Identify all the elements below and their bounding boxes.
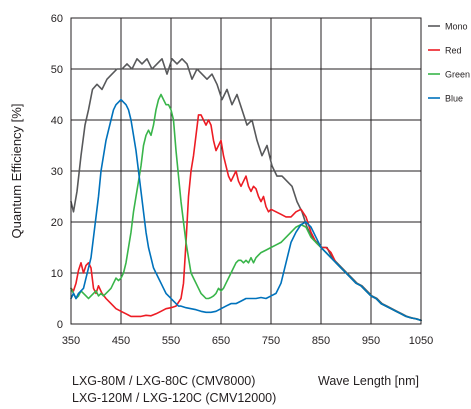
x-tick-label: 350: [62, 335, 80, 347]
caption-line-1: LXG-80M / LXG-80C (CMV8000): [72, 374, 256, 388]
x-tick-label: 1050: [409, 335, 433, 347]
plot-frame: [70, 17, 422, 325]
x-tick-label: 450: [112, 335, 130, 347]
series-line-blue: [70, 98, 422, 322]
x-tick-label: 850: [312, 335, 330, 347]
series-line-green: [70, 93, 422, 322]
legend-label-green: Green: [445, 70, 470, 80]
y-tick-label: 40: [51, 115, 63, 127]
y-tick-label: 30: [51, 166, 63, 178]
series-line-red: [70, 114, 422, 322]
legend-label-red: Red: [445, 46, 462, 56]
x-tick-label: 750: [262, 335, 280, 347]
x-tick-label: 650: [212, 335, 230, 347]
y-axis-label: Quantum Efficiency [%]: [9, 104, 24, 239]
x-tick-labels: 350 450 550 650 750 850 950 1050: [62, 335, 433, 347]
legend-label-blue: Blue: [445, 94, 463, 104]
y-tick-label: 50: [51, 64, 63, 76]
legend-label-mono: Mono: [445, 22, 468, 32]
y-tick-label: 60: [51, 13, 63, 25]
legend: Mono Red Green Blue: [428, 22, 470, 104]
x-axis-label: Wave Length [nm]: [318, 374, 419, 388]
series-line-mono: [70, 58, 422, 322]
y-tick-label: 10: [51, 268, 63, 280]
caption-line-2: LXG-120M / LXG-120C (CMV12000): [72, 391, 277, 405]
grid-lines: [70, 17, 422, 325]
y-tick-label: 0: [57, 319, 63, 331]
y-tick-labels: 0 10 20 30 40 50 60: [51, 13, 63, 331]
y-tick-label: 20: [51, 217, 63, 229]
series-lines: [70, 58, 422, 322]
x-tick-label: 550: [162, 335, 180, 347]
x-tick-label: 950: [362, 335, 380, 347]
